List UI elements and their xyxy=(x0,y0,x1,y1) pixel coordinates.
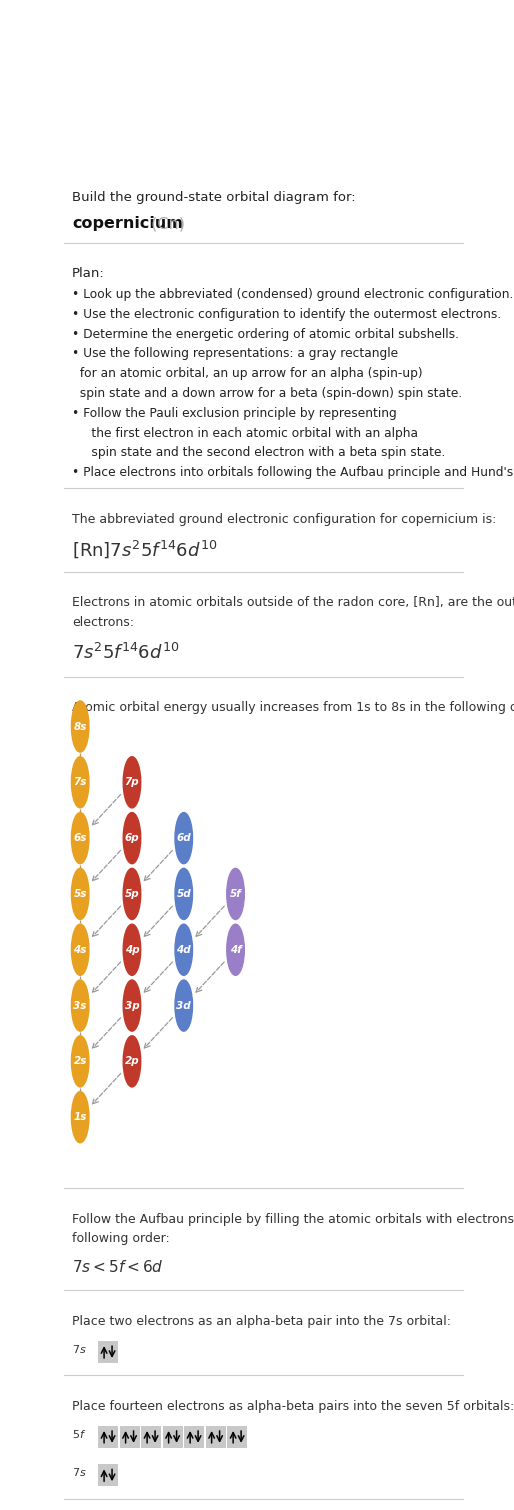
Text: copernicium: copernicium xyxy=(72,216,183,231)
Circle shape xyxy=(71,1036,89,1087)
Text: 5s: 5s xyxy=(74,889,87,898)
Text: 3d: 3d xyxy=(176,1001,191,1010)
Text: $7s^25f^{14}6d^{10}$: $7s^25f^{14}6d^{10}$ xyxy=(72,643,179,663)
Circle shape xyxy=(123,812,141,864)
Text: 6s: 6s xyxy=(74,834,87,843)
Text: 4s: 4s xyxy=(74,945,87,954)
Text: • Follow the Pauli exclusion principle by representing: • Follow the Pauli exclusion principle b… xyxy=(72,406,397,420)
Circle shape xyxy=(71,812,89,864)
Text: $7s < 5f < 6d$: $7s < 5f < 6d$ xyxy=(72,1259,164,1274)
Text: Place two electrons as an alpha-beta pair into the 7s orbital:: Place two electrons as an alpha-beta pai… xyxy=(72,1315,451,1327)
Text: • Use the electronic configuration to identify the outermost electrons.: • Use the electronic configuration to id… xyxy=(72,308,502,322)
Circle shape xyxy=(71,924,89,975)
Text: Electrons in atomic orbitals outside of the radon core, [Rn], are the outermost: Electrons in atomic orbitals outside of … xyxy=(72,596,514,609)
Text: Follow the Aufbau principle by filling the atomic orbitals with electrons in the: Follow the Aufbau principle by filling t… xyxy=(72,1213,514,1226)
Text: • Look up the abbreviated (condensed) ground electronic configuration.: • Look up the abbreviated (condensed) gr… xyxy=(72,288,513,300)
Text: 5f: 5f xyxy=(230,889,242,898)
Bar xyxy=(206,1425,226,1448)
Text: • Place electrons into orbitals following the Aufbau principle and Hund's rule.: • Place electrons into orbitals followin… xyxy=(72,467,514,479)
Circle shape xyxy=(71,980,89,1031)
Text: following order:: following order: xyxy=(72,1232,170,1246)
Text: (Cn): (Cn) xyxy=(146,216,185,231)
Text: $5f$: $5f$ xyxy=(72,1427,86,1439)
Circle shape xyxy=(123,924,141,975)
Text: • Determine the energetic ordering of atomic orbital subshells.: • Determine the energetic ordering of at… xyxy=(72,328,459,341)
Circle shape xyxy=(123,1036,141,1087)
Text: 7p: 7p xyxy=(125,778,139,787)
Text: 4f: 4f xyxy=(230,945,242,954)
Circle shape xyxy=(123,868,141,920)
Bar xyxy=(184,1425,204,1448)
Circle shape xyxy=(71,757,89,808)
Circle shape xyxy=(71,868,89,920)
Circle shape xyxy=(175,924,193,975)
Circle shape xyxy=(175,868,193,920)
Text: 6p: 6p xyxy=(125,834,139,843)
Text: Plan:: Plan: xyxy=(72,267,105,281)
Text: the first electron in each atomic orbital with an alpha: the first electron in each atomic orbita… xyxy=(72,426,418,439)
Text: 8s: 8s xyxy=(74,722,87,731)
Text: 3s: 3s xyxy=(74,1001,87,1010)
Text: 7s: 7s xyxy=(74,778,87,787)
Text: for an atomic orbital, an up arrow for an alpha (spin-up): for an atomic orbital, an up arrow for a… xyxy=(72,367,423,381)
Text: $7s$: $7s$ xyxy=(72,1342,87,1354)
Circle shape xyxy=(71,1092,89,1143)
Circle shape xyxy=(175,812,193,864)
Text: 5d: 5d xyxy=(176,889,191,898)
Bar xyxy=(98,1425,118,1448)
Bar xyxy=(98,1465,118,1486)
Text: 2s: 2s xyxy=(74,1057,87,1066)
Text: • Use the following representations: a gray rectangle: • Use the following representations: a g… xyxy=(72,347,398,361)
Text: 6d: 6d xyxy=(176,834,191,843)
Circle shape xyxy=(123,757,141,808)
Text: Build the ground-state orbital diagram for:: Build the ground-state orbital diagram f… xyxy=(72,190,356,204)
Text: The abbreviated ground electronic configuration for copernicium is:: The abbreviated ground electronic config… xyxy=(72,512,497,525)
Text: 5p: 5p xyxy=(125,889,139,898)
Bar xyxy=(227,1425,247,1448)
Text: $[\mathrm{Rn}]7s^25f^{14}6d^{10}$: $[\mathrm{Rn}]7s^25f^{14}6d^{10}$ xyxy=(72,538,217,560)
Text: 4p: 4p xyxy=(125,945,139,954)
Text: electrons:: electrons: xyxy=(72,616,134,630)
Bar xyxy=(120,1425,139,1448)
Bar xyxy=(141,1425,161,1448)
Circle shape xyxy=(227,924,244,975)
Text: Place fourteen electrons as alpha-beta pairs into the seven 5f orbitals:: Place fourteen electrons as alpha-beta p… xyxy=(72,1400,514,1413)
Text: Atomic orbital energy usually increases from 1s to 8s in the following order:: Atomic orbital energy usually increases … xyxy=(72,701,514,714)
Text: 1s: 1s xyxy=(74,1113,87,1122)
Text: 4d: 4d xyxy=(176,945,191,954)
Text: 3p: 3p xyxy=(125,1001,139,1010)
Circle shape xyxy=(71,701,89,752)
Text: spin state and a down arrow for a beta (spin-down) spin state.: spin state and a down arrow for a beta (… xyxy=(72,387,463,400)
Text: spin state and the second electron with a beta spin state.: spin state and the second electron with … xyxy=(72,447,446,459)
Text: 2p: 2p xyxy=(125,1057,139,1066)
Text: $7s$: $7s$ xyxy=(72,1466,87,1478)
Bar xyxy=(162,1425,182,1448)
Circle shape xyxy=(123,980,141,1031)
Circle shape xyxy=(227,868,244,920)
Bar xyxy=(98,1341,118,1364)
Circle shape xyxy=(175,980,193,1031)
